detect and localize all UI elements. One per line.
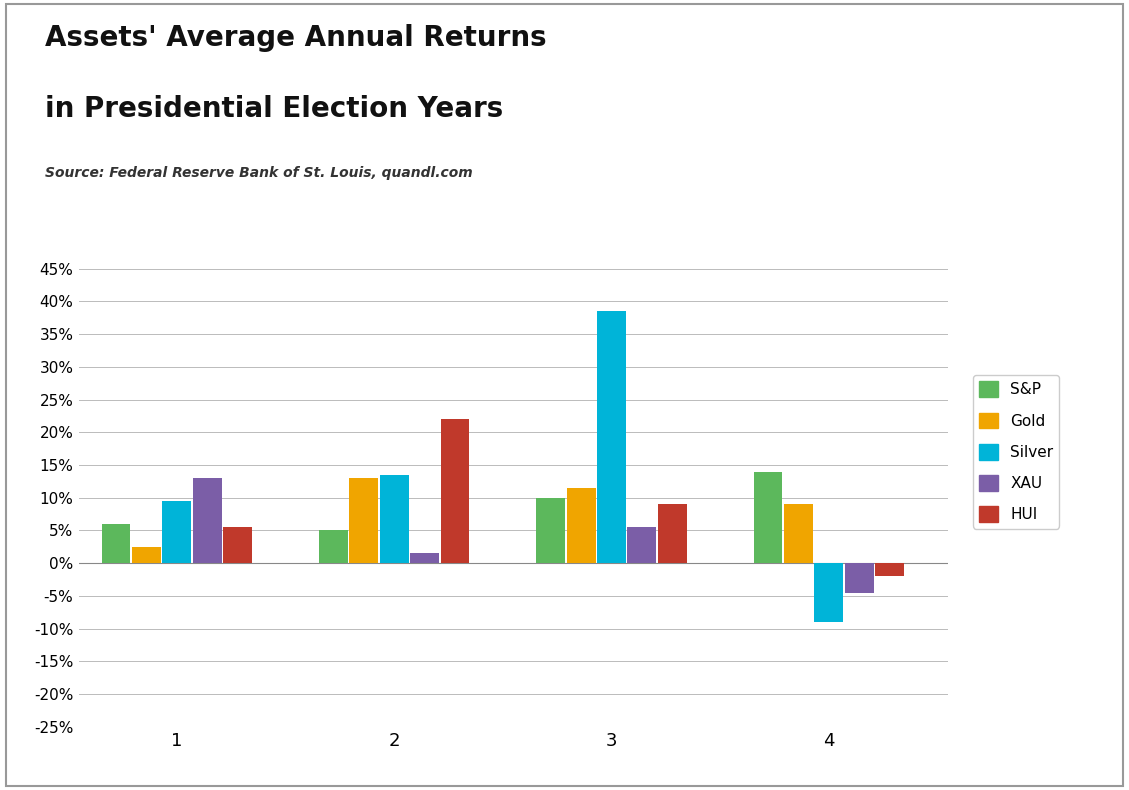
Text: Assets' Average Annual Returns: Assets' Average Annual Returns [45,24,546,51]
Legend: S&P, Gold, Silver, XAU, HUI: S&P, Gold, Silver, XAU, HUI [973,375,1059,529]
Bar [102,524,131,563]
Bar [658,504,686,563]
Bar [784,504,813,563]
Text: Source: Federal Reserve Bank of St. Louis, quandl.com: Source: Federal Reserve Bank of St. Loui… [45,166,473,180]
Bar [193,478,221,563]
Bar [132,547,160,563]
Bar [224,527,252,563]
Bar [628,527,656,563]
Bar [753,472,782,563]
Bar [844,563,874,592]
Bar [163,501,191,563]
Bar [349,478,378,563]
Bar [597,311,625,563]
Bar [814,563,843,622]
Bar [567,488,595,563]
Bar [379,475,409,563]
Bar [536,498,566,563]
Bar [410,553,439,563]
Bar [318,530,348,563]
Bar [875,563,904,576]
Bar [440,419,470,563]
Text: in Presidential Election Years: in Presidential Election Years [45,95,504,122]
